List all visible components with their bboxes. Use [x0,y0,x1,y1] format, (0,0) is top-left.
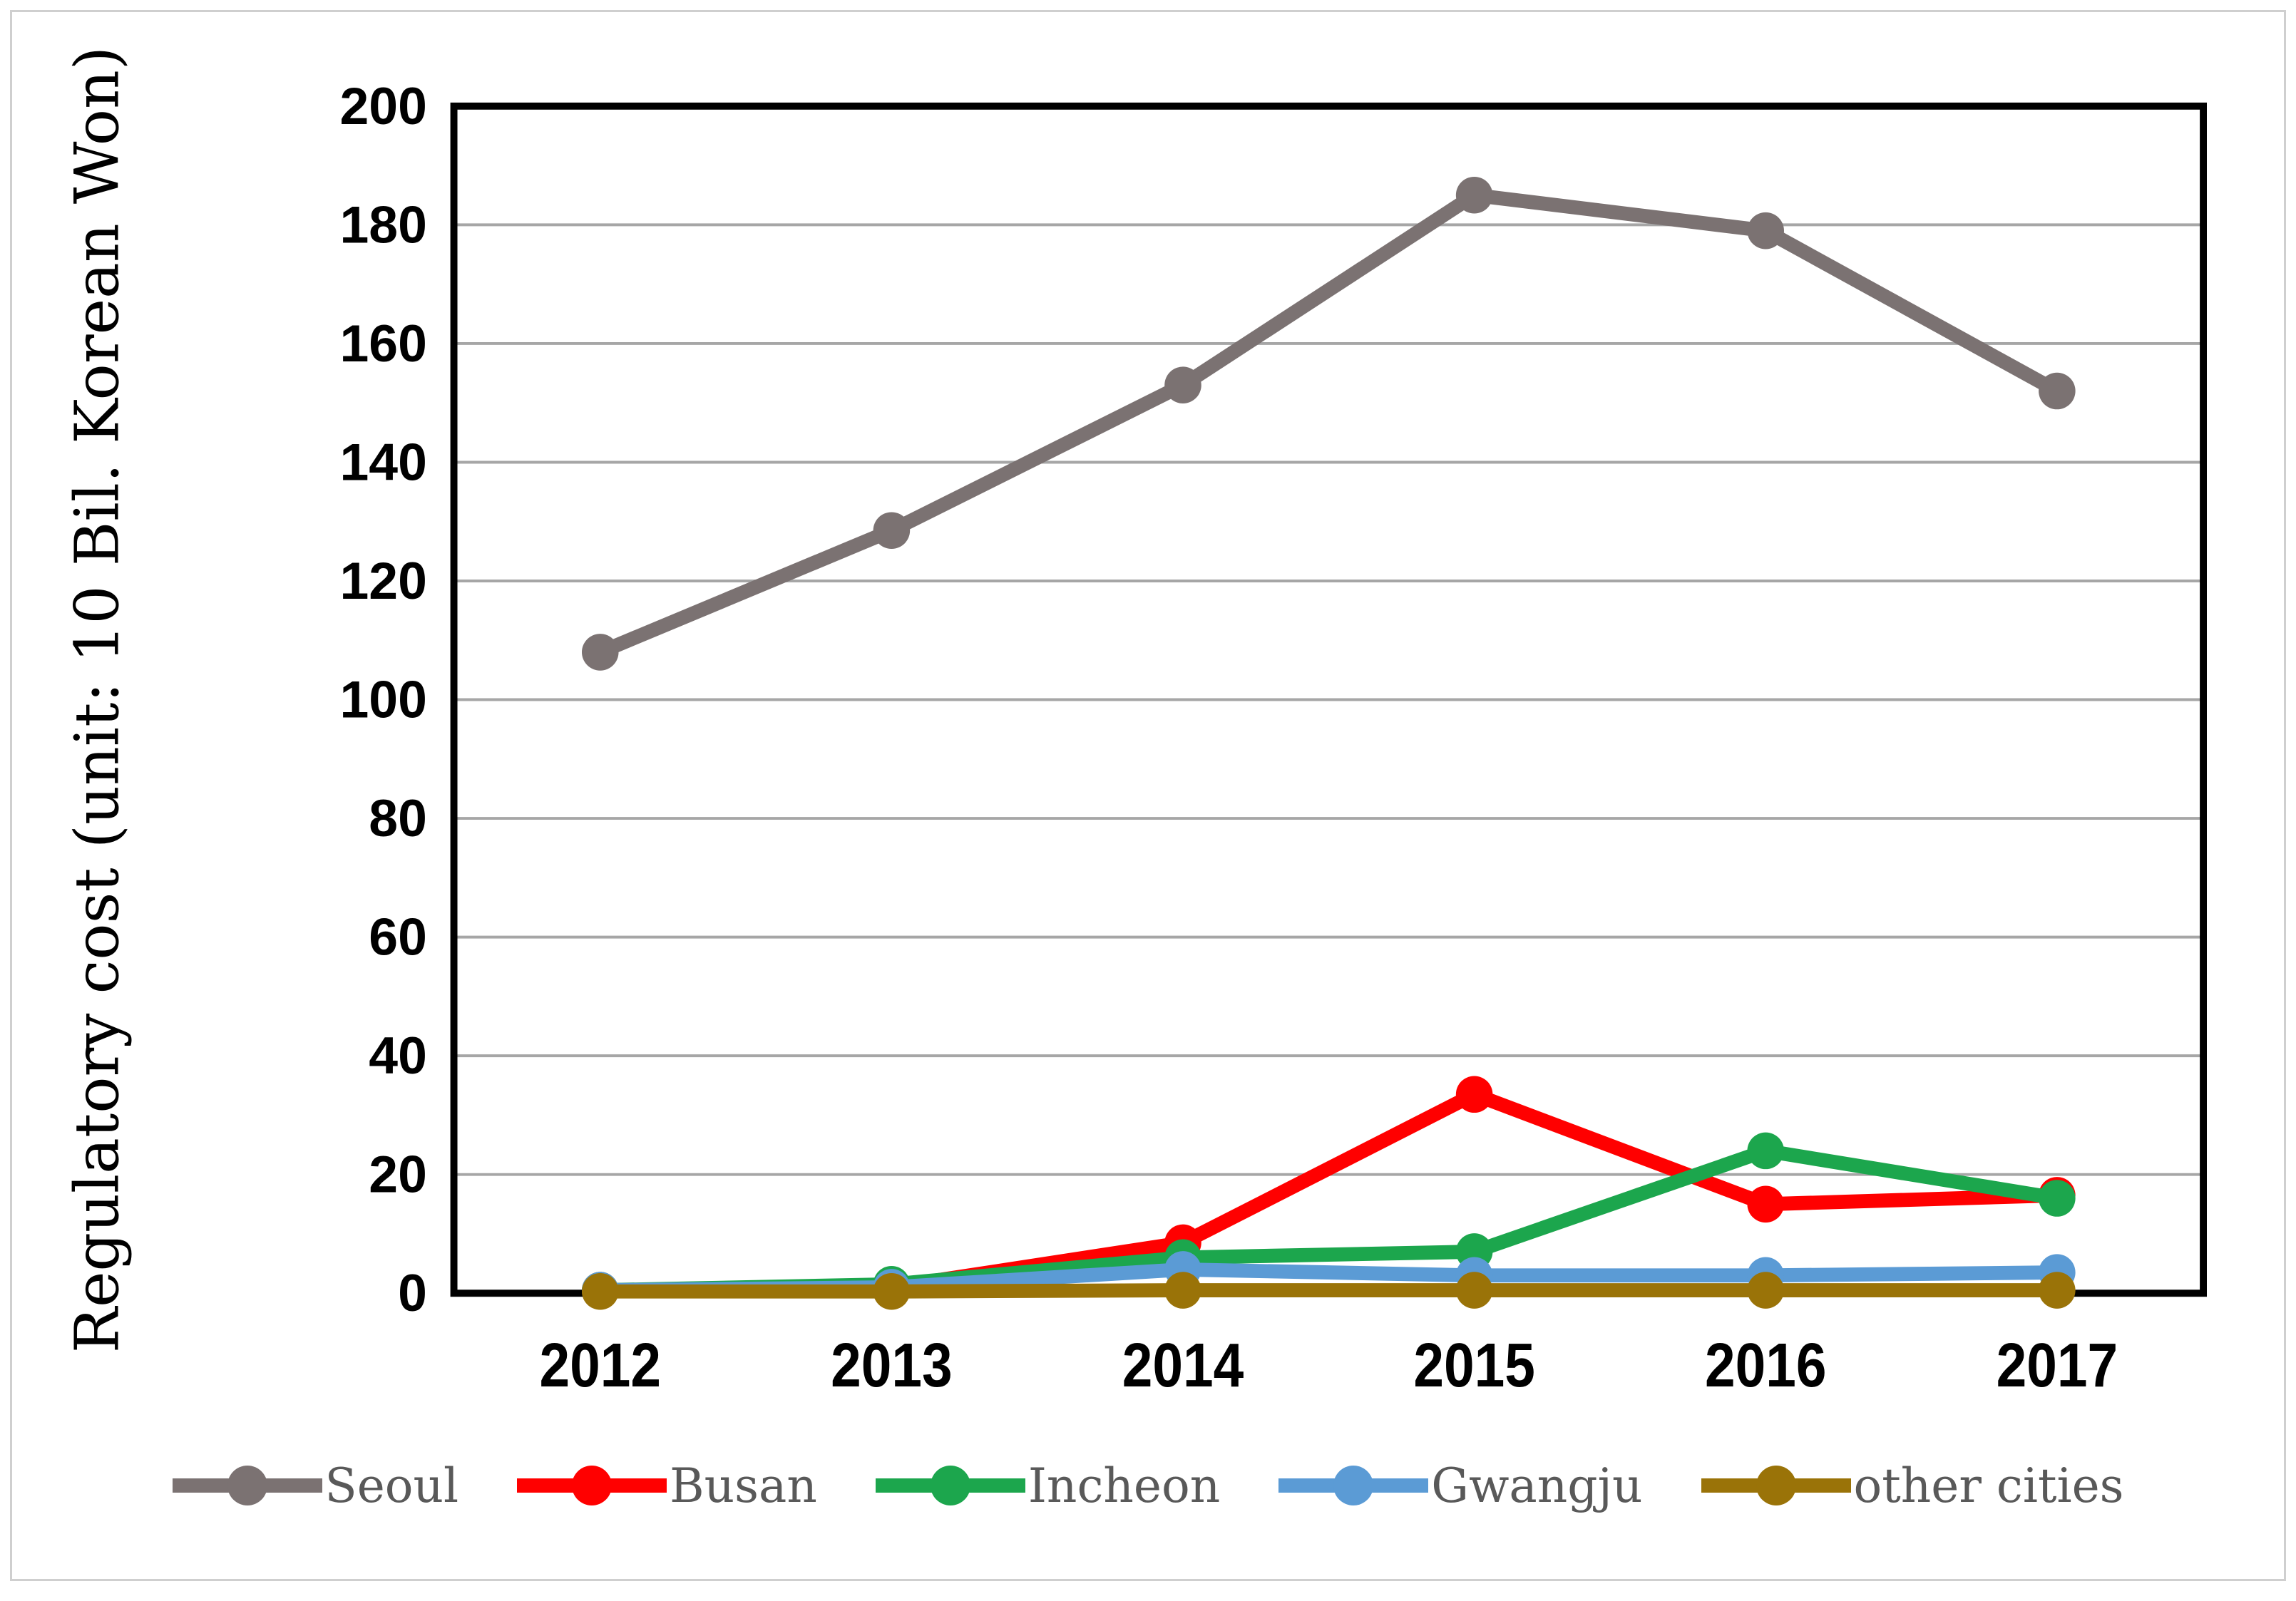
data-point-incheon-2016 [1747,1132,1785,1170]
legend-item-busan: Busan [517,1458,817,1513]
chart-legend: Seoul Busan Incheon Gwangju other cities [12,1418,2284,1553]
data-point-other-cities-2013 [873,1272,911,1310]
legend-label-seoul: Seoul [324,1458,459,1513]
legend-item-gwangju: Gwangju [1278,1458,1643,1513]
y-tick-label: 80 [369,789,427,848]
y-axis-title: Regulatory cost (unit: 10 Bil. Korean Wo… [63,46,133,1353]
y-tick-label: 100 [340,671,427,729]
x-tick-label: 2014 [1122,1331,1244,1400]
y-tick-label: 140 [340,433,427,491]
legend-marker [1756,1466,1796,1505]
y-tick-label: 200 [340,77,427,135]
x-tick-label: 2015 [1413,1331,1535,1400]
data-point-other-cities-2014 [1164,1272,1201,1309]
data-point-incheon-2017 [2039,1180,2076,1217]
legend-line-marker-icon [172,1466,322,1505]
line-chart: 0 20 40 60 80 100 120 140 160 180 200 2012 2013 2014 2… [63,46,2207,1400]
legend-line-marker-icon [1701,1466,1851,1505]
legend-item-other-cities: other cities [1701,1458,2124,1513]
legend-marker [930,1466,970,1505]
data-point-seoul-2014 [1164,366,1201,403]
chart-figure: 0 20 40 60 80 100 120 140 160 180 200 2012 2013 2014 2… [10,10,2286,1581]
y-tick-label: 180 [340,195,427,254]
data-point-seoul-2015 [1455,176,1493,214]
data-point-seoul-2017 [2039,372,2076,410]
data-point-other-cities-2012 [581,1272,619,1310]
y-tick-label: 160 [340,314,427,373]
y-tick-label: 120 [340,552,427,610]
y-tick-label: 40 [369,1026,427,1085]
plot-area: 0 20 40 60 80 100 120 140 160 180 200 2012 2013 2014 2… [340,77,2207,1400]
y-tick-label: 20 [369,1146,427,1204]
legend-marker [572,1466,613,1505]
legend-label-incheon: Incheon [1027,1458,1221,1513]
legend-item-seoul: Seoul [172,1458,459,1513]
legend-label-other-cities: other cities [1853,1458,2124,1513]
data-point-seoul-2013 [873,512,911,549]
data-point-busan-2015 [1455,1076,1493,1113]
data-point-other-cities-2015 [1455,1272,1493,1309]
legend-label-gwangju: Gwangju [1431,1458,1643,1513]
data-point-seoul-2012 [581,634,619,671]
series-line-seoul [593,187,2064,659]
legend-line-marker-icon [1278,1466,1429,1505]
data-point-other-cities-2017 [2039,1272,2076,1309]
legend-item-incheon: Incheon [875,1458,1221,1513]
y-tick-label: 0 [398,1264,427,1322]
legend-line-marker-icon [875,1466,1025,1505]
legend-marker [227,1466,267,1505]
data-point-seoul-2016 [1747,212,1785,249]
x-tick-label: 2012 [540,1331,662,1400]
legend-line-marker-icon [517,1466,667,1505]
x-tick-label: 2016 [1705,1331,1827,1400]
legend-marker [1333,1466,1374,1505]
legend-label-busan: Busan [670,1458,817,1513]
y-tick-label: 60 [369,908,427,967]
series-line-other-cities [593,1283,2064,1299]
data-point-busan-2016 [1747,1185,1785,1223]
data-point-other-cities-2016 [1747,1272,1785,1309]
x-tick-label: 2017 [1997,1331,2118,1400]
x-tick-label: 2013 [831,1331,953,1400]
